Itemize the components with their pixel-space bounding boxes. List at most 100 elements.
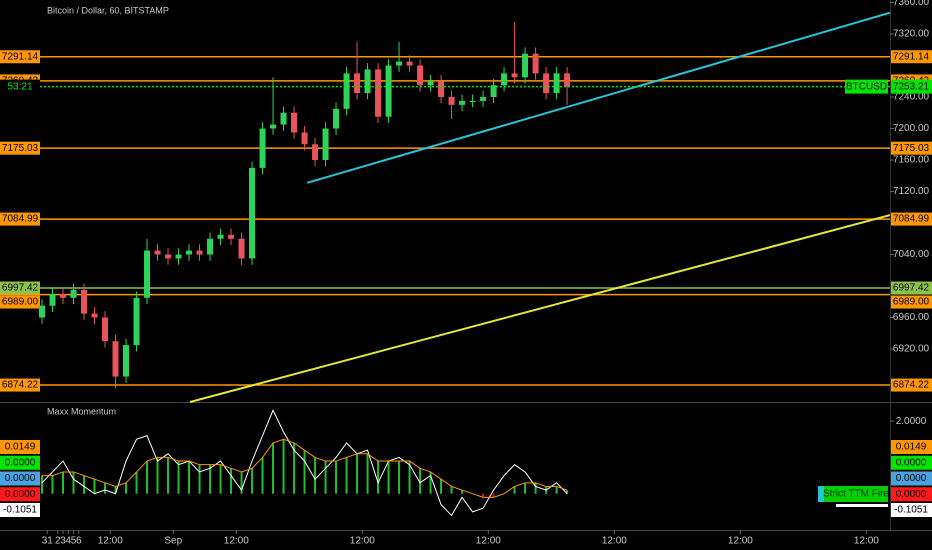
x-tick-label: 6	[76, 536, 82, 547]
value-label-left: 0.0000	[5, 473, 36, 484]
price-label: 7253.21	[893, 81, 930, 92]
level-tag	[891, 378, 932, 392]
level-label-left: 7175.03	[2, 143, 39, 154]
candle-body	[238, 238, 245, 259]
value-tag-left	[0, 471, 40, 486]
y-tick-label: 6960.00	[893, 312, 930, 323]
level-tag-left	[0, 281, 40, 295]
x-tick-label: Sep	[164, 536, 182, 547]
candle-body	[49, 293, 56, 306]
candle-body	[406, 61, 413, 66]
y-tick-label: 6920.00	[893, 344, 930, 355]
candle-body	[144, 250, 151, 298]
candle-body	[280, 112, 287, 125]
indicator-title: Maxx Momentum	[47, 406, 116, 416]
x-tick-label: 3	[60, 536, 66, 547]
y-tick-label: 7040.00	[893, 249, 930, 260]
value-label-left: -0.1051	[3, 505, 37, 516]
candle-body	[312, 144, 319, 161]
value-tag-left	[0, 440, 40, 454]
value-label-left: 0.0000	[5, 457, 36, 468]
candle-body	[217, 234, 224, 239]
badge-box	[824, 486, 888, 502]
indicator-line	[42, 438, 568, 498]
candle-body	[133, 297, 140, 346]
candle-body	[102, 317, 109, 342]
candle-body	[511, 73, 518, 78]
candle-body	[448, 97, 455, 105]
level-tag	[891, 141, 932, 155]
y-tick-label: 7200.00	[893, 123, 930, 134]
value-label: -0.1051	[894, 505, 928, 516]
x-tick-label: 5	[71, 536, 77, 547]
candle-body	[228, 234, 235, 239]
candle-body	[385, 65, 392, 117]
candle-body	[438, 81, 445, 98]
y-tick-label: 7240.00	[893, 92, 930, 103]
level-tag	[891, 295, 932, 309]
level-tag-left	[0, 212, 40, 226]
x-tick-label: 2	[55, 536, 61, 547]
level-tag	[891, 281, 932, 295]
countdown-tag	[0, 79, 40, 94]
level-label-left: 7084.99	[2, 214, 39, 225]
level-tag-left	[0, 295, 40, 309]
level-label: 6874.22	[893, 380, 930, 391]
candle-body	[396, 61, 403, 66]
x-tick-label: 12:00	[476, 536, 501, 547]
y-tick-label: 7120.00	[893, 186, 930, 197]
level-tag	[891, 50, 932, 64]
candle-body	[375, 69, 382, 117]
level-tag-left	[0, 378, 40, 392]
candle-body	[459, 100, 466, 105]
value-tag-left	[0, 455, 40, 470]
trendline	[189, 214, 891, 403]
badge-underline	[836, 504, 888, 507]
candle-body	[427, 81, 434, 86]
x-tick-label: 12:00	[224, 536, 249, 547]
candle-body	[259, 128, 266, 168]
value-tag	[891, 487, 932, 502]
badge-edge	[818, 486, 824, 502]
value-label-left: 0.0000	[5, 489, 36, 500]
x-tick-label: 12:00	[350, 536, 375, 547]
value-label: 0.0000	[896, 473, 927, 484]
candle-body	[343, 73, 350, 109]
y-tick-label: 7160.00	[893, 155, 930, 166]
candle-body	[480, 97, 487, 101]
level-label-left: 7291.14	[2, 51, 39, 62]
x-tick-label: 31	[42, 536, 54, 547]
value-tag-left	[0, 503, 40, 517]
candle-body	[291, 112, 298, 133]
level-label: 7084.99	[893, 214, 930, 225]
level-tag-left	[0, 50, 40, 64]
candle-body	[91, 313, 98, 318]
candle-body	[501, 73, 508, 86]
value-tag	[891, 455, 932, 470]
candle-body	[417, 65, 424, 86]
level-label: 6989.00	[893, 297, 930, 308]
level-label-left: 6874.22	[2, 380, 39, 391]
candle-body	[70, 289, 77, 298]
candle-body	[301, 132, 308, 145]
level-label: 7291.14	[893, 51, 930, 62]
value-label: 0.0000	[896, 457, 927, 468]
candle-body	[186, 250, 193, 255]
candle-body	[354, 73, 361, 94]
level-label: 6997.42	[893, 283, 930, 294]
x-tick-label: 12:00	[98, 536, 123, 547]
x-tick-label: 4	[65, 536, 71, 547]
symbol-tag	[845, 79, 888, 94]
y-tick-label: 7320.00	[893, 29, 930, 40]
y-tick-label: 7360.00	[893, 0, 930, 8]
value-label: 0.0149	[896, 442, 927, 453]
level-label: 7175.03	[893, 143, 930, 154]
value-label-left: 0.0149	[5, 442, 36, 453]
value-tag	[891, 471, 932, 486]
x-tick-label: 12:00	[728, 536, 753, 547]
candle-body	[60, 293, 67, 298]
level-label-left: 6997.42	[2, 283, 39, 294]
candle-body	[490, 85, 497, 98]
